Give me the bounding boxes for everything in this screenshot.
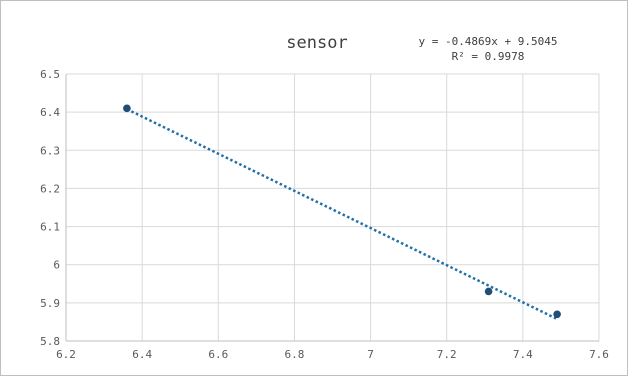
y-tick-label: 6.5 — [40, 68, 60, 81]
trendline-equation: y = -0.4869x + 9.5045 — [418, 35, 557, 48]
y-tick-label: 6 — [53, 259, 60, 272]
y-tick-label: 6.4 — [40, 106, 60, 119]
data-point — [123, 104, 131, 113]
x-tick-label: 7 — [367, 348, 374, 361]
y-tick-label: 5.8 — [40, 335, 60, 348]
x-tick-label: 6.8 — [284, 348, 304, 361]
y-tick-labels: 5.8 5.9 6 6.1 6.2 6.3 6.4 6.5 — [40, 68, 60, 348]
x-tick-label: 6.4 — [132, 348, 152, 361]
x-tick-label: 7.4 — [513, 348, 533, 361]
chart-title: sensor — [286, 33, 347, 53]
data-points — [123, 104, 561, 319]
x-tick-label: 7.6 — [589, 348, 609, 361]
y-tick-label: 6.3 — [40, 144, 60, 157]
trendline-r-squared: R² = 0.9978 — [452, 50, 525, 63]
data-point — [553, 310, 561, 319]
y-tick-label: 6.1 — [40, 221, 60, 234]
x-tick-label: 7.2 — [437, 348, 457, 361]
axis-lines — [65, 74, 599, 342]
grid-lines — [66, 73, 600, 341]
x-tick-labels: 6.2 6.4 6.6 6.8 7 7.2 7.4 7.6 — [56, 348, 609, 361]
y-tick-label: 6.2 — [40, 182, 60, 195]
trendline-group — [126, 108, 558, 321]
x-tick-label: 6.6 — [208, 348, 228, 361]
y-tick-label: 5.9 — [40, 297, 60, 310]
x-tick-label: 6.2 — [56, 348, 76, 361]
trendline — [126, 108, 558, 321]
data-point — [484, 287, 493, 296]
